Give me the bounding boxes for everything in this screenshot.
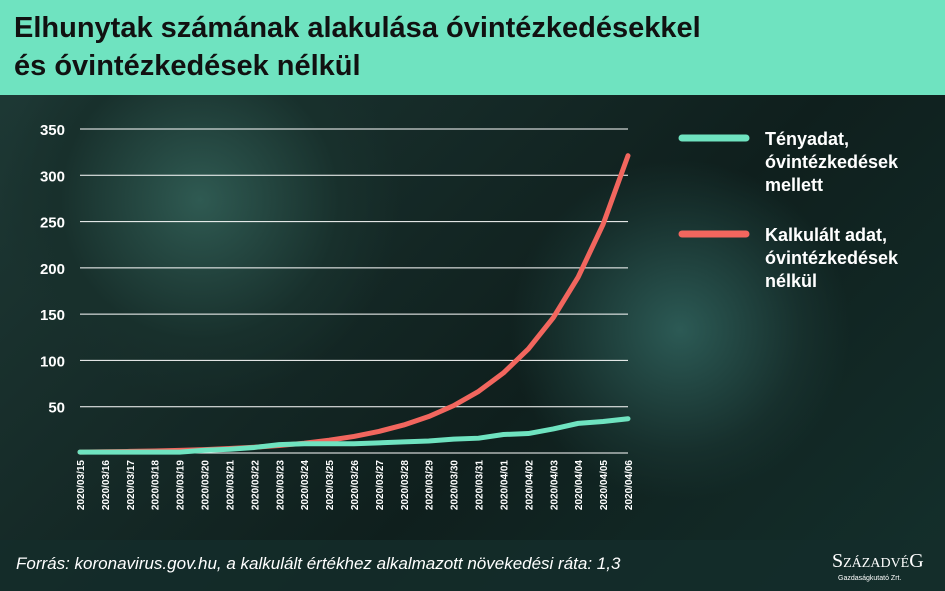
y-tick-label: 300	[40, 168, 65, 185]
x-tick-label: 2020/03/16	[101, 460, 112, 510]
x-tick-label: 2020/04/03	[549, 460, 560, 510]
legend-label: Kalkulált adat, óvintézkedések nélkül	[765, 225, 899, 291]
x-tick-label: 2020/03/22	[250, 460, 261, 510]
x-tick-label: 2020/03/23	[275, 460, 286, 510]
y-tick-label: 50	[48, 400, 65, 417]
footer: Forrás: koronavirus.gov.hu, a kalkulált …	[0, 540, 945, 591]
logo-subtitle: Gazdaságkutató Zrt.	[838, 575, 902, 582]
x-tick-label: 2020/04/04	[574, 460, 585, 510]
x-tick-label: 2020/03/29	[425, 460, 436, 510]
y-tick-label: 150	[40, 307, 65, 324]
x-tick-label: 2020/04/01	[499, 460, 510, 510]
logo: SzázadvéG	[832, 550, 924, 572]
x-tick-label: 2020/03/28	[400, 460, 411, 510]
y-tick-label: 250	[40, 215, 65, 232]
chart-title: és óvintézkedések nélkül	[14, 50, 361, 82]
x-tick-label: 2020/03/17	[126, 460, 137, 510]
x-tick-label: 2020/03/30	[450, 460, 461, 510]
chart-title: Elhunytak számának alakulása óvintézkedé…	[14, 12, 701, 44]
legend-label: Tényadat, óvintézkedések mellett	[765, 129, 899, 195]
x-tick-label: 2020/04/02	[524, 460, 535, 510]
header: Elhunytak számának alakulása óvintézkedé…	[0, 0, 945, 95]
y-tick-label: 100	[40, 353, 65, 370]
y-tick-label: 350	[40, 122, 65, 139]
x-tick-label: 2020/03/26	[350, 460, 361, 510]
series-line	[77, 153, 631, 455]
x-tick-label: 2020/04/06	[624, 460, 635, 510]
series-line	[77, 416, 631, 455]
x-tick-label: 2020/03/18	[151, 460, 162, 510]
source: Forrás: koronavirus.gov.hu, a kalkulált …	[16, 554, 621, 573]
x-tick-label: 2020/04/05	[599, 460, 610, 510]
x-tick-label: 2020/03/20	[201, 460, 212, 510]
x-tick-label: 2020/03/21	[225, 460, 236, 510]
x-tick-label: 2020/03/25	[325, 460, 336, 510]
x-tick-label: 2020/03/24	[300, 460, 311, 510]
x-tick-label: 2020/03/31	[475, 460, 486, 510]
x-tick-label: 2020/03/27	[375, 460, 386, 510]
y-tick-label: 200	[40, 261, 65, 278]
x-tick-label: 2020/03/19	[176, 460, 187, 510]
x-tick-label: 2020/03/15	[76, 460, 87, 510]
